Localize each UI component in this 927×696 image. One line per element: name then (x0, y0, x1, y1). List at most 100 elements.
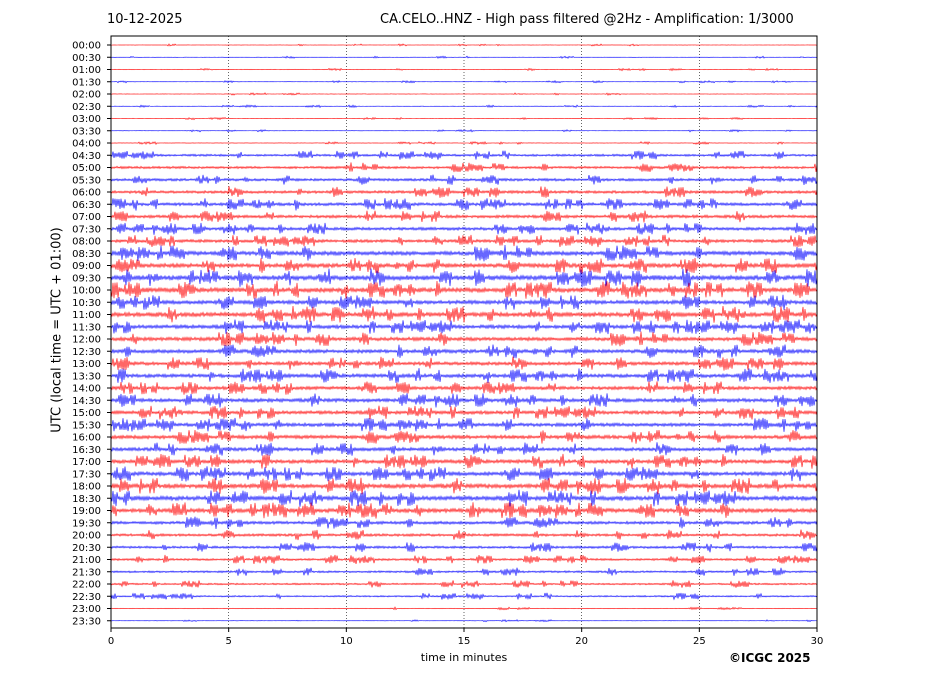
y-tick-label: 08:00 (72, 237, 101, 248)
y-tick-label: 02:30 (72, 102, 101, 113)
trace-0730 (110, 222, 818, 235)
trace-2300 (110, 606, 818, 611)
trace-1630 (110, 442, 818, 456)
trace-1730 (110, 466, 818, 482)
y-tick-label: 17:00 (72, 457, 101, 468)
y-tick-label: 09:30 (72, 273, 101, 284)
x-axis-label: time in minutes (420, 651, 508, 664)
y-tick-label: 00:30 (72, 53, 101, 64)
y-tick-label: 22:30 (72, 592, 101, 603)
trace-0930 (110, 268, 818, 288)
y-tick-label: 20:00 (72, 531, 101, 542)
trace-0330 (110, 128, 818, 133)
y-tick-label: 09:00 (72, 261, 101, 272)
trace-1400 (110, 381, 818, 395)
y-tick-label: 19:30 (72, 518, 101, 529)
x-tick-label: 20 (575, 636, 588, 647)
trace-1930 (110, 516, 818, 530)
y-tick-label: 04:00 (72, 139, 101, 150)
y-tick-label: 08:30 (72, 249, 101, 260)
y-tick-label: 01:00 (72, 65, 101, 76)
trace-0130 (110, 80, 818, 84)
y-tick-label: 10:00 (72, 286, 101, 297)
trace-0600 (110, 186, 818, 198)
y-tick-label: 11:00 (72, 310, 101, 321)
y-tick-label: 05:00 (72, 163, 101, 174)
trace-1430 (110, 393, 818, 408)
x-tick-label: 30 (811, 636, 824, 647)
trace-0630 (110, 198, 818, 211)
y-tick-label: 14:30 (72, 396, 101, 407)
y-tick-label: 06:00 (72, 188, 101, 199)
trace-0430 (110, 150, 818, 160)
trace-1100 (110, 305, 818, 323)
trace-0230 (110, 104, 818, 109)
trace-2030 (110, 542, 818, 553)
x-tick-label: 0 (108, 636, 114, 647)
y-tick-label: 00:00 (72, 41, 101, 52)
trace-1000 (110, 280, 818, 299)
y-tick-label: 02:00 (72, 90, 101, 101)
traces (110, 43, 818, 623)
trace-1500 (110, 405, 818, 420)
y-tick-label: 16:00 (72, 433, 101, 444)
trace-2100 (110, 554, 818, 565)
trace-1030 (110, 294, 818, 310)
trace-1830 (110, 489, 818, 507)
trace-1230 (110, 344, 818, 359)
trace-1900 (110, 502, 818, 519)
y-tick-label: 06:30 (72, 200, 101, 211)
trace-1700 (110, 453, 818, 469)
y-tick-label: 15:00 (72, 408, 101, 419)
trace-0700 (110, 210, 818, 223)
y-tick-label: 16:30 (72, 445, 101, 456)
y-tick-label: 07:30 (72, 224, 101, 235)
y-tick-label: 21:30 (72, 567, 101, 578)
y-tick-label: 13:00 (72, 359, 101, 370)
trace-2230 (110, 592, 818, 601)
y-tick-label: 03:00 (72, 114, 101, 125)
trace-0200 (110, 92, 818, 96)
x-tick-label: 5 (225, 636, 231, 647)
grid-lines (228, 36, 700, 628)
y-tick-label: 23:30 (72, 616, 101, 627)
trace-2330 (110, 619, 818, 623)
trace-2200 (110, 580, 818, 588)
trace-1800 (110, 477, 818, 495)
trace-2130 (110, 567, 818, 576)
trace-0500 (110, 162, 818, 173)
trace-1200 (110, 331, 818, 347)
y-axis-label: UTC (local time = UTC + 01:00) (49, 227, 65, 433)
trace-0830 (110, 244, 818, 262)
y-tick-label: 21:00 (72, 555, 101, 566)
y-tick-label: 19:00 (72, 506, 101, 517)
x-axis-ticks: 0 5 10 15 20 25 30 (108, 628, 824, 647)
y-tick-label: 15:30 (72, 420, 101, 431)
y-tick-label: 23:00 (72, 604, 101, 615)
trace-0100 (110, 67, 818, 72)
station-title: CA.CELO..HNZ - High pass filtered @2Hz -… (380, 12, 794, 27)
y-tick-label: 17:30 (72, 469, 101, 480)
trace-0900 (110, 257, 818, 274)
y-tick-label: 05:30 (72, 175, 101, 186)
y-tick-label: 13:30 (72, 371, 101, 382)
y-tick-label: 14:00 (72, 384, 101, 395)
x-tick-label: 15 (458, 636, 471, 647)
copyright-label: ©ICGC 2025 (729, 651, 811, 665)
y-tick-label: 20:30 (72, 543, 101, 554)
y-tick-label: 22:00 (72, 580, 101, 591)
y-tick-label: 18:30 (72, 494, 101, 505)
trace-1300 (110, 356, 818, 371)
y-tick-label: 18:00 (72, 482, 101, 493)
y-tick-label: 12:00 (72, 335, 101, 346)
x-tick-label: 10 (340, 636, 353, 647)
trace-1130 (110, 319, 818, 335)
trace-1600 (110, 429, 818, 444)
trace-0400 (110, 141, 818, 146)
trace-1530 (110, 417, 818, 432)
trace-0030 (110, 55, 818, 59)
y-tick-label: 07:00 (72, 212, 101, 223)
y-tick-label: 10:30 (72, 298, 101, 309)
